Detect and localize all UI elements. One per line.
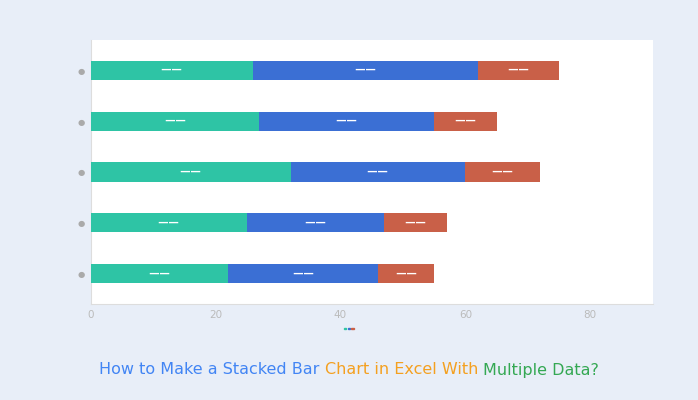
Text: ——: —— (501, 66, 536, 76)
Legend: , , : , , (343, 327, 355, 330)
Text: ——: —— (329, 116, 364, 126)
Text: Multiple Data?: Multiple Data? (483, 362, 599, 378)
Bar (91, 264, 228, 283)
Bar (434, 112, 496, 131)
Text: ——: —— (154, 66, 189, 76)
Text: ——: —— (173, 167, 208, 177)
Bar (290, 162, 466, 182)
Text: ——: —— (285, 268, 320, 278)
Bar (253, 61, 478, 80)
Bar (91, 213, 247, 232)
Text: ——: —— (398, 218, 433, 228)
Bar (91, 61, 253, 80)
Bar (378, 264, 434, 283)
Bar (228, 264, 378, 283)
Bar (478, 61, 559, 80)
Bar (466, 162, 540, 182)
Bar (91, 112, 260, 131)
Text: Chart in Excel With: Chart in Excel With (325, 362, 483, 378)
Bar (91, 162, 290, 182)
Text: ——: —— (142, 268, 177, 278)
Text: ——: —— (448, 116, 483, 126)
Bar (384, 213, 447, 232)
Text: ——: —— (298, 218, 333, 228)
Bar (260, 112, 434, 131)
Text: ——: —— (348, 66, 383, 76)
Text: ——: —— (151, 218, 186, 228)
Text: ——: —— (360, 167, 396, 177)
Text: ——: —— (389, 268, 424, 278)
Text: ——: —— (485, 167, 520, 177)
Text: ——: —— (158, 116, 193, 126)
Bar (247, 213, 384, 232)
Text: How to Make a Stacked Bar: How to Make a Stacked Bar (99, 362, 325, 378)
